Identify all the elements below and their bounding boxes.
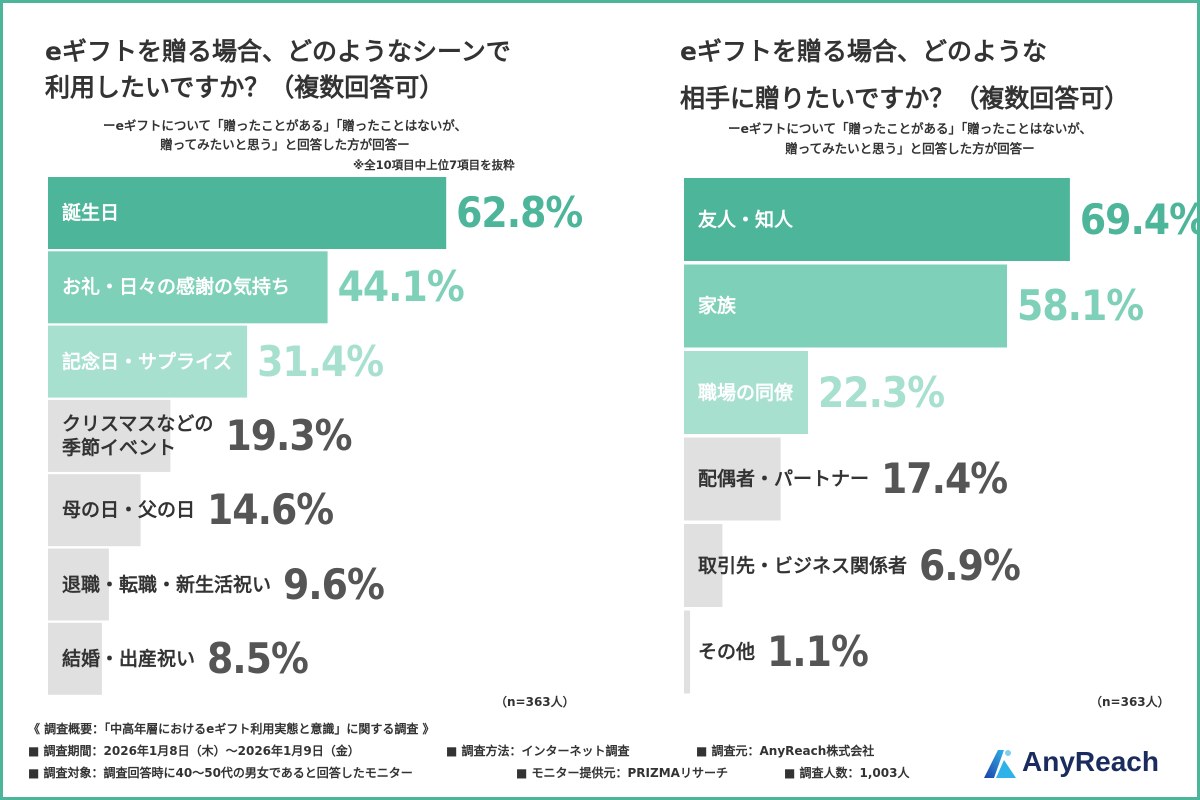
bar-0-4 (48, 474, 141, 547)
bar-value-0-1: 44.1% (337, 262, 465, 312)
survey-period: ■ 調査期間：2026年1月8日（木）～2026年1月9日（金） (28, 744, 360, 758)
bar-value-0-5: 9.6% (283, 559, 385, 609)
bar-label-1-1: 家族 (698, 295, 737, 317)
survey-provider: ■ モニター提供元：PRIZMAリサーチ (516, 766, 728, 780)
bar-value-0-2: 31.4% (257, 336, 384, 386)
bar-label-1-0: 友人・知人 (698, 208, 794, 231)
survey-overview-row2: ■ 調査対象：調査回答時に40～50代の男女であると回答したモニター ■ モニター… (28, 762, 968, 784)
bar-1-2 (684, 351, 808, 434)
bar-value-1-2: 22.3% (817, 367, 945, 417)
bar-value-0-0: 62.8% (456, 188, 583, 237)
left-sample-size: （n=363人） (495, 695, 575, 709)
bar-label-0-0: 誕生日 (62, 202, 120, 224)
left-title-line1: eギフトを贈る場合、どのようなシーンで (45, 37, 511, 66)
survey-source: ■ 調査元：AnyReach株式会社 (696, 744, 875, 758)
scene-chart-panel: eギフトを贈る場合、どのようなシーンで 利用したいですか？（複数回答可） ーeギ… (0, 0, 600, 710)
bar-1-3 (684, 437, 781, 521)
bar-0-3 (48, 399, 171, 472)
bar-value-1-1: 58.1% (1017, 281, 1144, 330)
bar-value-1-3: 17.4% (881, 454, 1008, 503)
bar-label-1-4: 取引先・ビジネス関係者 (698, 554, 908, 577)
right-subtitle-line2: 贈ってみたいと思う」と回答した方が回答ー (785, 141, 1035, 156)
recipient-bar-chart: 友人・知人 69.4% 家族 58.1% 職場の同僚 22.3% 配偶者・パートナー 17.4… (600, 0, 1200, 710)
bar-1-0 (684, 178, 1070, 261)
left-subtitle-line1: ーeギフトについて「贈ったことがある」「贈ったことはないが、 (102, 118, 468, 133)
survey-overview-row1: ■ 調査期間：2026年1月8日（木）～2026年1月9日（金） ■ 調査方法：イ… (28, 740, 968, 762)
anyreach-logo-icon (984, 750, 1016, 778)
anyreach-logo: AnyReach (980, 742, 1180, 788)
right-title-line2: 相手に贈りたいですか？（複数回答可） (680, 84, 1130, 113)
bar-value-0-4: 14.6% (207, 485, 334, 535)
right-sample-size: （n=363人） (1090, 695, 1170, 709)
recipient-chart-panel: eギフトを贈る場合、どのような 相手に贈りたいですか？（複数回答可） ーeギフト… (600, 0, 1200, 710)
right-subtitle-line1: ーeギフトについて「贈ったことがある」「贈ったことはないが、 (727, 121, 1093, 136)
chart-bars-svg (48, 177, 447, 695)
anyreach-logo-text: AnyReach (1022, 746, 1159, 777)
bar-label-1-5: その他 (698, 641, 756, 663)
left-note: ※全10項目中上位7項目を抜粋 (353, 158, 515, 172)
bar-label-0-6: 結婚・出産祝い (62, 647, 196, 670)
left-subtitle-line2: 贈ってみたいと思う」と回答した方が回答ー (160, 137, 410, 152)
bar-1-5 (684, 610, 691, 694)
left-title-line2: 利用したいですか？（複数回答可） (45, 73, 445, 102)
bar-label-1-2: 職場の同僚 (698, 381, 794, 404)
bar-label-0-3: クリスマスなどの 季節イベント (62, 412, 214, 459)
survey-count: ■ 調査人数：1,003人 (784, 766, 910, 780)
survey-method: ■ 調査方法：インターネット調査 (446, 744, 630, 758)
bar-value-0-6: 8.5% (207, 633, 309, 683)
bar-0-5 (48, 548, 109, 621)
survey-target: ■ 調査対象：調査回答時に40～50代の男女であると回答したモニター (28, 766, 413, 780)
bar-1-1 (684, 264, 1007, 348)
bar-label-1-3: 配偶者・パートナー (698, 468, 870, 490)
bar-value-1-4: 6.9% (919, 540, 1021, 590)
chart-bars-svg (684, 178, 1070, 694)
bar-value-0-3: 19.3% (225, 410, 352, 460)
scene-bar-chart: 誕生日 62.8% お礼・日々の感謝の気持ち 44.1% 記念日・サプライズ 31.4% ク… (0, 0, 600, 710)
bar-0-6 (48, 622, 102, 695)
bar-label-0-2: 記念日・サプライズ (62, 350, 233, 373)
bar-0-0 (48, 177, 447, 249)
bar-label-0-1: お礼・日々の感謝の気持ち (62, 276, 291, 299)
bar-value-1-5: 1.1% (767, 627, 869, 676)
bar-label-0-5: 退職・転職・新生活祝い (62, 573, 272, 596)
bar-value-1-0: 69.4% (1079, 194, 1200, 244)
bar-1-4 (684, 524, 723, 607)
right-title-line1: eギフトを贈る場合、どのような (680, 37, 1047, 66)
bar-0-2 (48, 325, 248, 398)
bar-label-0-4: 母の日・父の日 (62, 499, 196, 522)
survey-overview-title: 《 調査概要：「中高年層におけるeギフト利用実態と意識」に関する調査 》 (28, 722, 435, 736)
survey-overview: 《 調査概要：「中高年層におけるeギフト利用実態と意識」に関する調査 》 ■ 調… (28, 718, 968, 784)
bar-0-1 (48, 251, 328, 324)
